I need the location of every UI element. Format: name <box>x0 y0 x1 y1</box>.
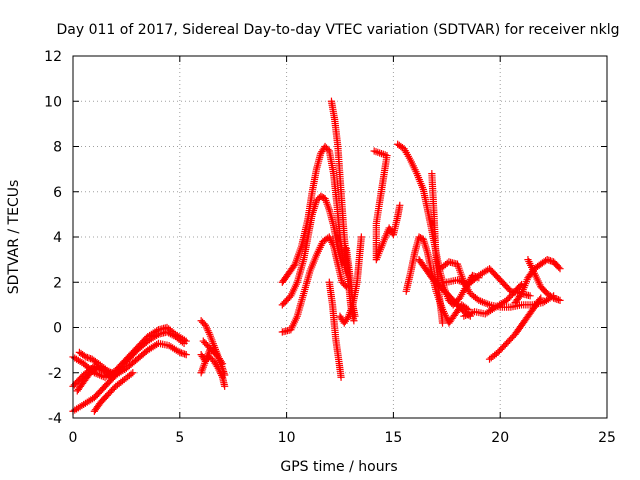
x-tick-label: 5 <box>175 430 184 446</box>
x-tick-label: 15 <box>384 430 402 446</box>
y-tick-label: -2 <box>48 366 62 382</box>
y-tick-label: -4 <box>48 411 62 427</box>
data-point <box>396 201 404 209</box>
data-point <box>438 319 447 327</box>
data-point <box>556 296 564 304</box>
data-point <box>526 292 534 300</box>
data-point <box>221 382 229 390</box>
data-point <box>556 265 564 273</box>
data-point <box>537 294 545 302</box>
data-point <box>337 373 345 381</box>
y-tick-label: 12 <box>44 49 62 65</box>
data-point <box>218 360 227 368</box>
x-tick-label: 20 <box>491 430 509 446</box>
y-axis-label: SDTVAR / TECUs <box>6 180 22 295</box>
x-tick-label: 25 <box>598 430 616 446</box>
data-points <box>69 97 564 415</box>
x-axis-label: GPS time / hours <box>280 459 397 475</box>
y-tick-label: 0 <box>53 321 62 337</box>
x-tick-labels: 0 5 10 15 20 25 <box>69 430 616 446</box>
y-tick-label: 4 <box>53 230 62 246</box>
x-tick-label: 0 <box>69 430 78 446</box>
data-point <box>464 305 472 313</box>
data-point <box>182 351 190 359</box>
data-point <box>182 337 190 345</box>
y-tick-label: 8 <box>53 140 62 156</box>
y-tick-label: 6 <box>53 185 62 201</box>
data-point <box>112 371 120 379</box>
data-point <box>212 351 220 359</box>
data-point <box>357 233 365 241</box>
data-point <box>351 312 359 320</box>
chart-title: Day 011 of 2017, Sidereal Day-to-day VTE… <box>57 22 620 38</box>
y-tick-label: 10 <box>44 94 62 110</box>
plot-frame <box>72 55 608 419</box>
x-tick-label: 10 <box>278 430 296 446</box>
data-point <box>116 366 124 375</box>
data-point <box>129 369 137 377</box>
data-point <box>350 317 358 325</box>
y-tick-label: 2 <box>53 275 62 291</box>
y-tick-labels: -4 -2 0 2 4 6 8 10 12 <box>44 49 62 427</box>
data-point <box>555 263 563 271</box>
data-point <box>102 393 110 401</box>
